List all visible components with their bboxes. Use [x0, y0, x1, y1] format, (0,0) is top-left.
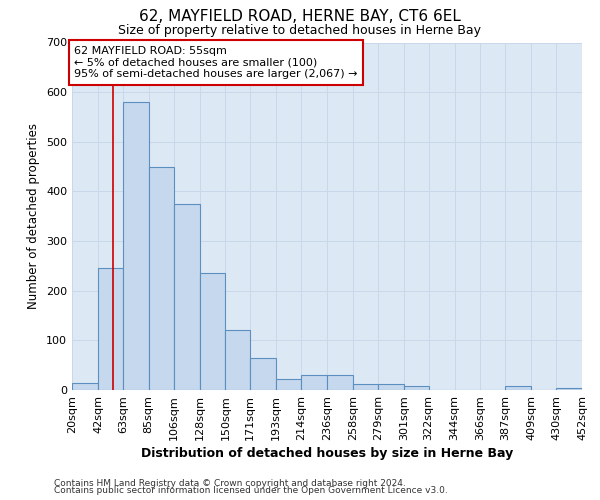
Bar: [123, 102, 149, 390]
Text: Contains HM Land Registry data © Crown copyright and database right 2024.: Contains HM Land Registry data © Crown c…: [54, 478, 406, 488]
Bar: [353, 384, 378, 390]
Bar: [404, 386, 428, 390]
Bar: [505, 386, 531, 390]
Bar: [149, 166, 173, 390]
Bar: [98, 268, 123, 390]
Bar: [226, 330, 250, 390]
Bar: [199, 274, 226, 390]
Text: Contains public sector information licensed under the Open Government Licence v3: Contains public sector information licen…: [54, 486, 448, 495]
X-axis label: Distribution of detached houses by size in Herne Bay: Distribution of detached houses by size …: [141, 447, 513, 460]
Bar: [556, 388, 582, 390]
Bar: [378, 384, 404, 390]
Bar: [72, 382, 98, 390]
Bar: [173, 204, 199, 390]
Bar: [327, 375, 353, 390]
Y-axis label: Number of detached properties: Number of detached properties: [28, 123, 40, 309]
Text: 62 MAYFIELD ROAD: 55sqm
← 5% of detached houses are smaller (100)
95% of semi-de: 62 MAYFIELD ROAD: 55sqm ← 5% of detached…: [74, 46, 358, 79]
Text: Size of property relative to detached houses in Herne Bay: Size of property relative to detached ho…: [119, 24, 482, 37]
Bar: [301, 375, 327, 390]
Text: 62, MAYFIELD ROAD, HERNE BAY, CT6 6EL: 62, MAYFIELD ROAD, HERNE BAY, CT6 6EL: [139, 9, 461, 24]
Bar: [276, 379, 301, 390]
Bar: [250, 358, 276, 390]
